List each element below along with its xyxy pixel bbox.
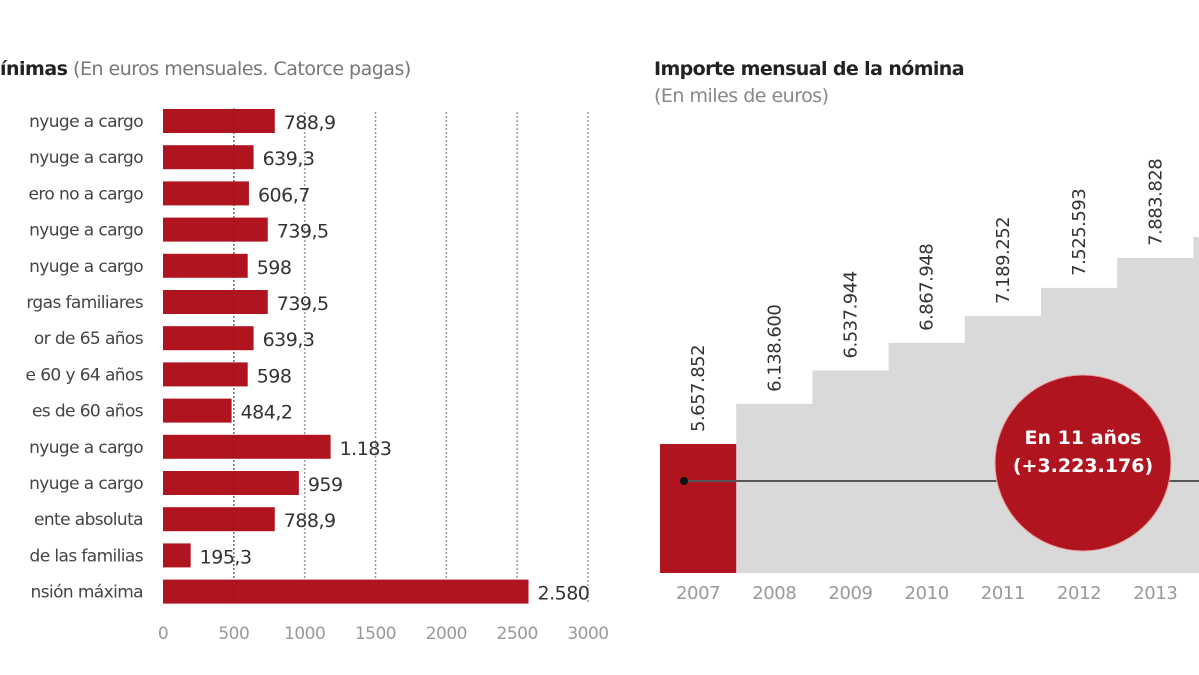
x-tick-label: 1000 <box>284 624 325 644</box>
bar-value-label: 739,5 <box>277 221 329 243</box>
step-bar <box>660 444 737 573</box>
step-value-label: 6.867.948 <box>917 244 938 331</box>
category-label: e 60 y 64 años <box>26 365 144 385</box>
step-value-label: 7.883.828 <box>1145 159 1166 246</box>
category-label: nyuge a cargo <box>29 257 143 277</box>
bar-value-label: 606,7 <box>258 184 310 206</box>
category-label: or de 65 años <box>34 329 144 349</box>
category-label: es de 60 años <box>32 402 144 422</box>
bar <box>163 217 268 242</box>
x-tick-label: 2000 <box>426 624 467 644</box>
annotation-line1: En 11 años <box>1025 427 1142 449</box>
right-chart-title: Importe mensual de la nómina <box>654 58 965 80</box>
bar-value-label: 639,3 <box>263 148 315 170</box>
bar <box>163 109 275 133</box>
category-label: nyuge a cargo <box>29 438 143 458</box>
step-continuation <box>1193 236 1199 574</box>
bar-value-label: 2.580 <box>538 583 590 605</box>
category-label: rgas familiares <box>26 293 143 313</box>
category-label: de las familias <box>30 546 144 566</box>
category-label: ente absoluta <box>34 510 143 530</box>
category-label: ero no a cargo <box>28 184 143 204</box>
category-label: nyuge a cargo <box>29 221 143 241</box>
bar-value-label: 598 <box>257 257 292 279</box>
bar <box>163 579 529 604</box>
annotation-circle <box>994 374 1172 552</box>
connector-dot <box>680 477 688 485</box>
step-bar <box>812 370 890 573</box>
category-label: nsión máxima <box>31 583 143 603</box>
bar-value-label: 739,5 <box>277 293 329 315</box>
left-chart-subtitle: (En euros mensuales. Catorce pagas) <box>73 58 411 80</box>
category-label: nyuge a cargo <box>29 112 143 132</box>
x-tick-label: 500 <box>218 624 249 644</box>
bar <box>163 398 232 423</box>
bar <box>163 181 249 206</box>
step-bar <box>736 403 813 573</box>
left-title-bold: ínimas <box>0 58 68 80</box>
year-label: 2007 <box>676 583 720 604</box>
step-bar <box>888 342 966 573</box>
annotation-line2: (+3.223.176) <box>1013 455 1153 477</box>
year-label: 2009 <box>828 583 872 604</box>
bar-value-label: 639,3 <box>263 329 315 351</box>
bar <box>163 253 248 278</box>
category-label: nyuge a cargo <box>29 148 143 168</box>
year-label: 2011 <box>981 583 1025 604</box>
right-chart-subtitle: (En miles de euros) <box>654 85 829 107</box>
step-value-label: 7.525.593 <box>1069 189 1090 276</box>
bar <box>163 507 275 532</box>
bar <box>163 362 248 387</box>
bar <box>163 145 254 170</box>
left-chart-title: ínimas (En euros mensuales. Catorce paga… <box>0 58 411 80</box>
x-tick-label: 2500 <box>497 624 538 644</box>
bar-value-label: 788,9 <box>284 510 336 532</box>
bar <box>163 471 299 495</box>
step-value-label: 6.138.600 <box>764 305 785 392</box>
bar <box>163 290 268 314</box>
year-label: 2010 <box>905 583 949 604</box>
x-tick-label: 0 <box>158 624 168 644</box>
bar-value-label: 788,9 <box>284 112 336 134</box>
step-value-label: 6.537.944 <box>841 271 862 358</box>
year-label: 2012 <box>1057 583 1101 604</box>
bar <box>163 434 331 459</box>
bar-value-label: 959 <box>308 474 343 496</box>
bar-value-label: 598 <box>257 365 292 387</box>
x-tick-label: 3000 <box>567 624 608 644</box>
year-label: 2008 <box>752 583 796 604</box>
x-tick-label: 1500 <box>355 624 396 644</box>
bar-value-label: 484,2 <box>241 402 293 424</box>
bar-value-label: 1.183 <box>340 438 392 460</box>
year-label: 2013 <box>1133 583 1177 604</box>
category-label: nyuge a cargo <box>29 474 143 494</box>
bar-value-label: 195,3 <box>200 546 252 568</box>
step-value-label: 7.189.252 <box>993 217 1014 304</box>
bar <box>163 543 191 568</box>
step-value-label: 5.657.852 <box>688 345 709 432</box>
bar <box>163 326 254 351</box>
